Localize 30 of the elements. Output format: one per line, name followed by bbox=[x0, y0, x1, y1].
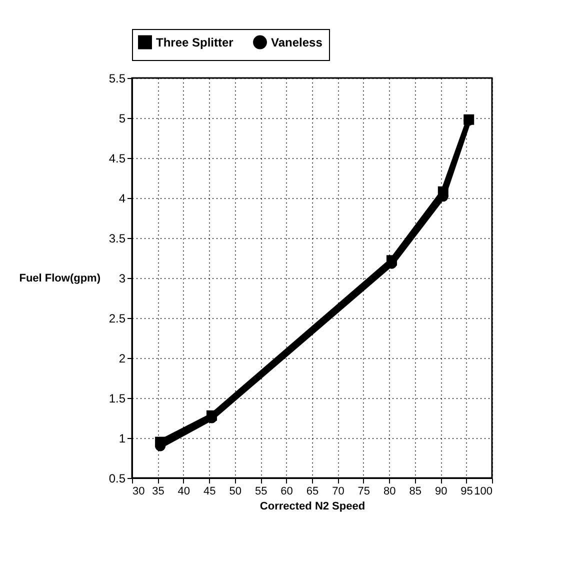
x-tick-label: 90 bbox=[434, 486, 448, 498]
x-tick-label: 40 bbox=[178, 486, 190, 498]
y-tick-label: 1 bbox=[118, 432, 126, 446]
y-tick-label: 5 bbox=[118, 112, 126, 126]
x-tick-label: 60 bbox=[280, 486, 293, 498]
x-tick-label: 80 bbox=[384, 486, 396, 498]
y-tick-label: 4.5 bbox=[108, 152, 126, 166]
x-axis-title: Corrected N2 Speed bbox=[260, 500, 366, 512]
y-tick-label: 2.5 bbox=[108, 312, 126, 326]
x-tick-label: 70 bbox=[332, 486, 344, 498]
legend-label: Vaneless bbox=[271, 35, 323, 50]
y-tick-label: 0.5 bbox=[108, 472, 126, 486]
x-tick-label: 95 bbox=[460, 486, 473, 498]
x-tick-label: 75 bbox=[358, 486, 370, 498]
x-tick-label: 45 bbox=[204, 486, 216, 498]
y-tick-label: 1.5 bbox=[108, 392, 126, 406]
y-tick-label: 3 bbox=[118, 272, 126, 286]
legend-label: Three Splitter bbox=[156, 35, 234, 50]
y-tick-label: 3.5 bbox=[108, 232, 126, 246]
x-tick-label: 85 bbox=[409, 486, 422, 498]
y-axis-title: Fuel Flow(gpm) bbox=[19, 272, 101, 284]
x-tick-label: 50 bbox=[229, 486, 242, 498]
x-tick-label: 30 bbox=[132, 486, 145, 498]
x-tick-label: 65 bbox=[306, 486, 319, 498]
x-tick-label: 55 bbox=[254, 486, 268, 498]
y-tick-label: 2 bbox=[118, 352, 126, 366]
y-tick-label: 4 bbox=[118, 192, 126, 206]
y-tick-label: 5.5 bbox=[108, 72, 126, 86]
x-tick-label: 35 bbox=[152, 486, 164, 498]
x-tick-label: 100 bbox=[474, 486, 492, 498]
